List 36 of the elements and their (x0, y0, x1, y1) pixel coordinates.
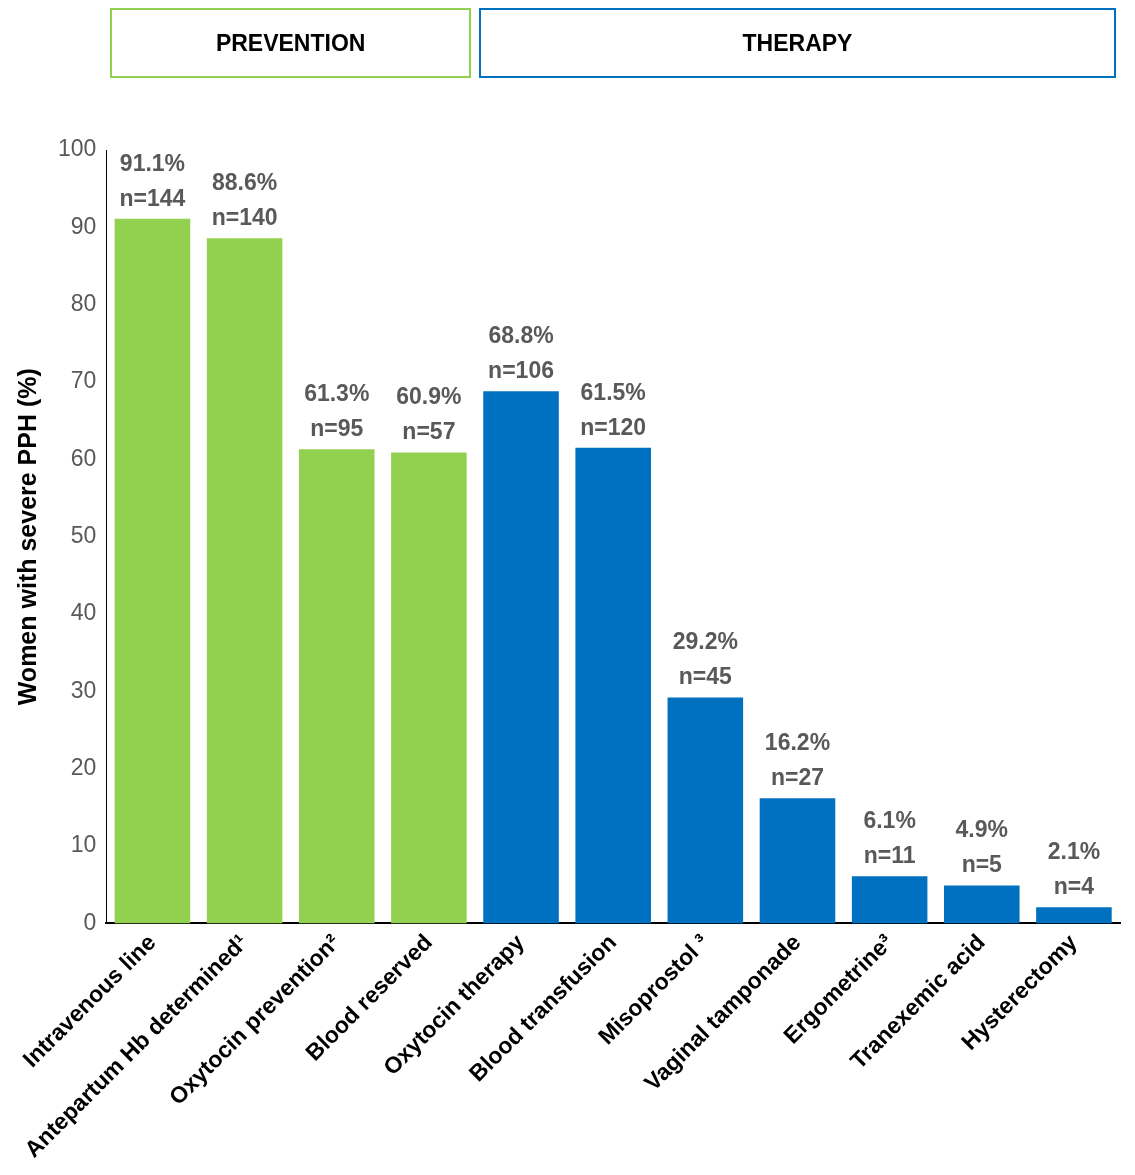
data-label: 60.9% n=57 (396, 383, 462, 445)
y-tick-label: 90 (70, 212, 97, 239)
bar (944, 885, 1020, 924)
bar (575, 447, 651, 924)
y-tick-label: 60 (70, 444, 97, 471)
y-tick-label: 50 (70, 522, 97, 549)
bar (759, 798, 836, 924)
y-tick-label: 10 (70, 831, 97, 858)
y-axis-title: Women with severe PPH (%) (12, 368, 41, 706)
data-label: 16.2% n=27 (764, 728, 831, 790)
data-label: 61.3% n=95 (304, 380, 370, 442)
bar (483, 391, 559, 924)
y-tick-label: 30 (70, 676, 97, 703)
data-label: 68.8% n=106 (488, 322, 554, 384)
y-tick-label: 40 (70, 599, 97, 626)
bar (298, 449, 375, 924)
y-tick-label: 70 (70, 367, 97, 394)
outline-box: THERAPY (478, 8, 1116, 78)
bar (851, 876, 928, 924)
data-label: 6.1% n=11 (863, 807, 916, 869)
y-tick-label: 20 (70, 754, 97, 781)
data-label: 4.9% n=5 (955, 816, 1008, 878)
data-label: 61.5% n=120 (580, 378, 647, 440)
data-label: 88.6% n=140 (211, 169, 278, 231)
data-label: 29.2% n=45 (672, 628, 738, 690)
y-tick-label: 80 (70, 290, 97, 317)
outline-box: PREVENTION (110, 8, 471, 78)
data-label: 2.1% n=4 (1047, 838, 1101, 900)
data-label: 91.1% n=144 (119, 149, 186, 211)
y-tick-label: 100 (58, 135, 97, 162)
bar (206, 238, 283, 924)
bar (114, 218, 191, 924)
bar (391, 452, 467, 924)
bar (1036, 907, 1112, 924)
y-tick-label: 0 (83, 908, 97, 935)
bar (667, 697, 744, 924)
